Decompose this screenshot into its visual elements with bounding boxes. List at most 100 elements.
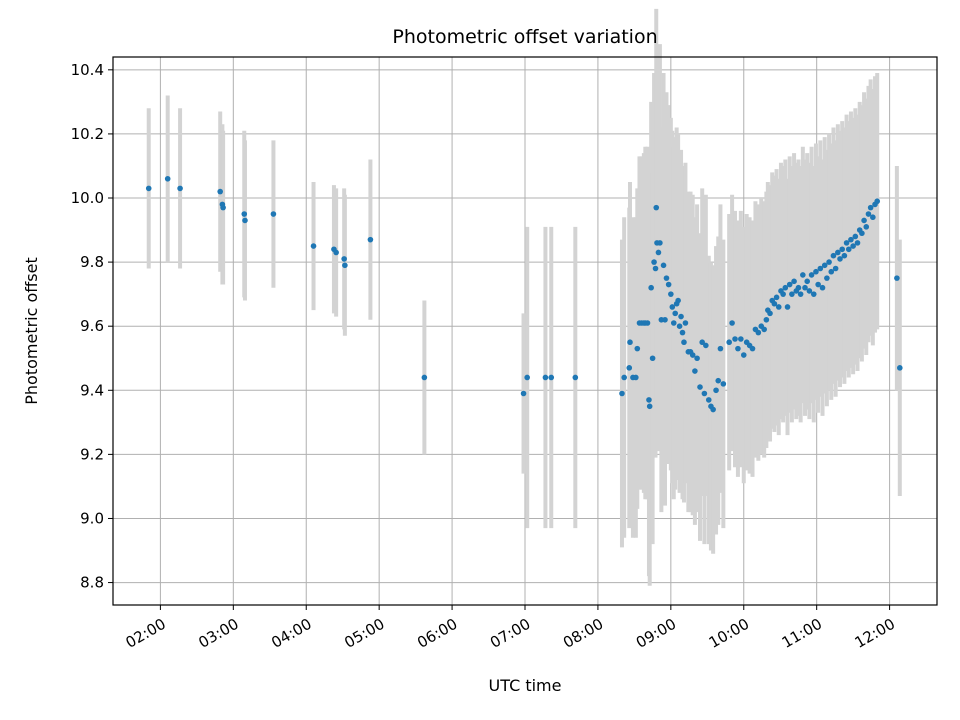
data-point bbox=[694, 355, 700, 362]
data-point bbox=[668, 291, 674, 297]
data-point bbox=[817, 265, 824, 272]
data-point bbox=[717, 345, 724, 352]
data-point bbox=[572, 374, 579, 381]
data-point bbox=[657, 240, 663, 246]
data-point bbox=[824, 275, 830, 281]
data-point bbox=[867, 204, 874, 211]
data-point bbox=[749, 345, 756, 352]
data-point bbox=[859, 230, 865, 237]
data-point bbox=[795, 284, 802, 291]
data-point bbox=[705, 397, 712, 403]
data-point bbox=[861, 217, 867, 224]
data-point bbox=[837, 256, 843, 262]
data-point bbox=[699, 339, 705, 346]
data-point bbox=[740, 352, 747, 358]
data-point bbox=[367, 236, 374, 243]
data-point bbox=[710, 406, 716, 413]
data-point bbox=[870, 214, 876, 221]
data-point bbox=[697, 384, 703, 390]
data-point bbox=[775, 304, 782, 310]
data-point bbox=[634, 345, 641, 352]
data-point bbox=[720, 381, 727, 387]
data-point bbox=[804, 278, 811, 285]
data-point bbox=[729, 320, 735, 326]
data-point bbox=[626, 365, 633, 371]
data-point bbox=[802, 284, 808, 291]
data-point bbox=[145, 185, 152, 192]
data-point bbox=[715, 377, 722, 384]
data-point bbox=[542, 374, 549, 381]
data-point bbox=[850, 243, 856, 249]
data-point bbox=[660, 262, 667, 269]
data-point bbox=[646, 397, 652, 403]
data-point bbox=[763, 316, 770, 323]
x-axis-label: UTC time bbox=[489, 676, 562, 695]
data-point bbox=[797, 291, 804, 297]
data-point bbox=[835, 249, 841, 256]
data-point bbox=[771, 300, 778, 307]
data-point bbox=[810, 291, 817, 297]
data-point bbox=[651, 259, 657, 265]
data-point bbox=[894, 275, 900, 281]
data-point bbox=[669, 304, 676, 310]
data-points bbox=[145, 175, 903, 413]
data-point bbox=[662, 316, 668, 323]
data-point bbox=[653, 204, 660, 211]
data-point bbox=[789, 291, 795, 297]
data-point bbox=[689, 352, 696, 358]
data-point bbox=[800, 272, 806, 278]
data-point bbox=[839, 246, 846, 253]
data-point bbox=[732, 336, 738, 342]
data-point bbox=[678, 313, 684, 320]
y-tick-label: 9.4 bbox=[80, 381, 104, 399]
data-point bbox=[703, 342, 709, 349]
data-point bbox=[421, 374, 428, 381]
data-point bbox=[621, 374, 627, 381]
data-point bbox=[830, 252, 837, 259]
data-point bbox=[791, 278, 797, 285]
data-point bbox=[738, 336, 744, 342]
data-point bbox=[627, 339, 633, 346]
data-point bbox=[828, 268, 835, 275]
data-point bbox=[692, 368, 698, 374]
data-point bbox=[548, 374, 555, 381]
data-point bbox=[713, 387, 719, 394]
data-point bbox=[681, 339, 687, 346]
data-point bbox=[665, 281, 672, 288]
data-point bbox=[786, 281, 793, 288]
chart-title: Photometric offset variation bbox=[392, 26, 657, 48]
data-point bbox=[813, 268, 819, 275]
y-tick-label: 10.4 bbox=[71, 61, 104, 79]
data-point bbox=[865, 211, 872, 217]
data-point bbox=[241, 211, 248, 217]
data-point bbox=[310, 243, 317, 249]
data-point bbox=[735, 345, 741, 352]
data-point bbox=[655, 249, 662, 256]
y-tick-label: 10.2 bbox=[71, 125, 104, 143]
data-point bbox=[679, 329, 686, 336]
data-point bbox=[649, 355, 656, 362]
data-point bbox=[845, 246, 852, 253]
data-point bbox=[520, 390, 527, 397]
y-tick-label: 9.2 bbox=[80, 445, 104, 463]
data-point bbox=[164, 175, 171, 182]
data-point bbox=[270, 211, 277, 217]
data-point bbox=[782, 284, 789, 291]
data-point bbox=[863, 224, 870, 230]
data-point bbox=[755, 329, 762, 336]
data-point bbox=[843, 240, 850, 246]
data-point bbox=[670, 320, 677, 326]
data-point bbox=[841, 252, 848, 259]
data-point bbox=[333, 249, 339, 256]
data-point bbox=[342, 262, 348, 269]
data-point bbox=[874, 198, 881, 205]
data-point bbox=[819, 284, 826, 291]
data-point bbox=[852, 233, 859, 240]
data-point bbox=[773, 294, 780, 301]
y-tick-label: 9.8 bbox=[80, 253, 104, 271]
data-point bbox=[220, 204, 226, 211]
data-point bbox=[897, 365, 903, 371]
data-point bbox=[341, 256, 347, 262]
data-point bbox=[821, 262, 828, 269]
